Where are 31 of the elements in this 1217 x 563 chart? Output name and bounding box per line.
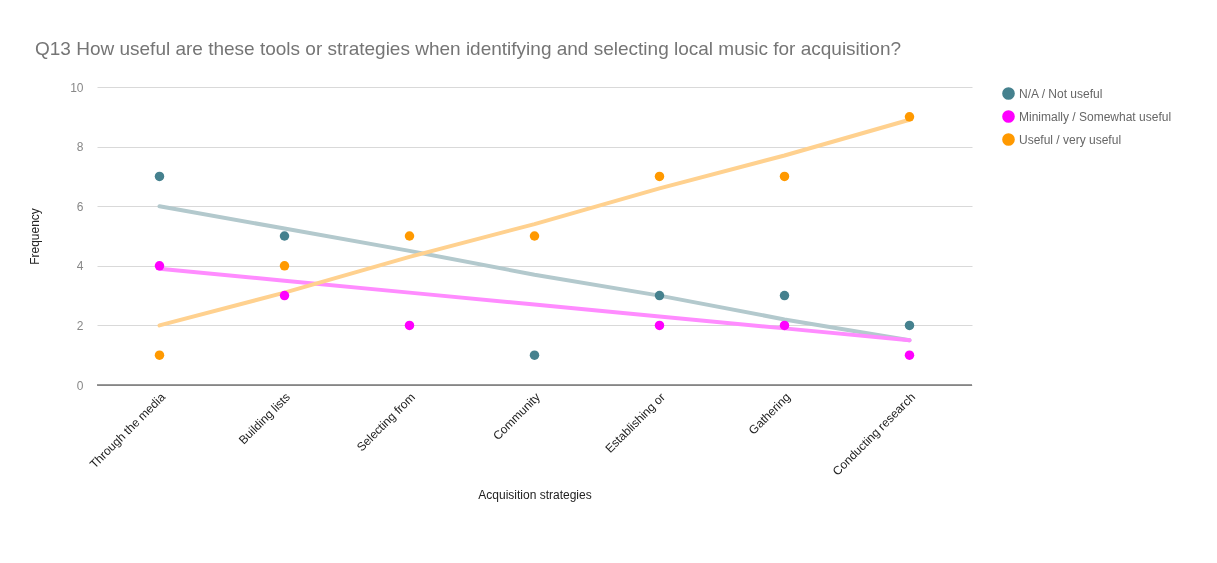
point [654,290,665,301]
point [529,350,540,360]
point [404,320,415,331]
point [779,320,790,331]
point [779,290,790,301]
y-tick-label: 4 [76,259,84,274]
point [904,320,915,331]
legend-label: Minimally / Somewhat useful [1019,109,1172,124]
point [279,231,290,241]
point [529,231,540,241]
point [904,112,915,122]
y-tick-label: 6 [76,199,84,214]
y-axis-title: Frequency [28,208,43,265]
point [154,261,165,271]
point [404,231,415,241]
point [279,290,290,301]
y-tick-label: 2 [76,318,84,333]
y-tick-label: 10 [70,80,84,95]
point [654,320,665,331]
x-axis-title: Acquisition strategies [478,487,592,502]
point [904,350,915,360]
legend-label: Useful / very useful [1019,132,1122,147]
y-tick-label: 0 [76,378,84,393]
point [779,171,790,182]
legend-label: N/A / Not useful [1019,86,1103,101]
point [654,171,665,182]
point [154,171,165,182]
point [154,350,165,360]
y-tick-label: 8 [76,140,84,155]
point [279,261,290,271]
chart-title: Q13 How useful are these tools or strategies when identifying and selecting local music for acquisition? [35,38,902,59]
